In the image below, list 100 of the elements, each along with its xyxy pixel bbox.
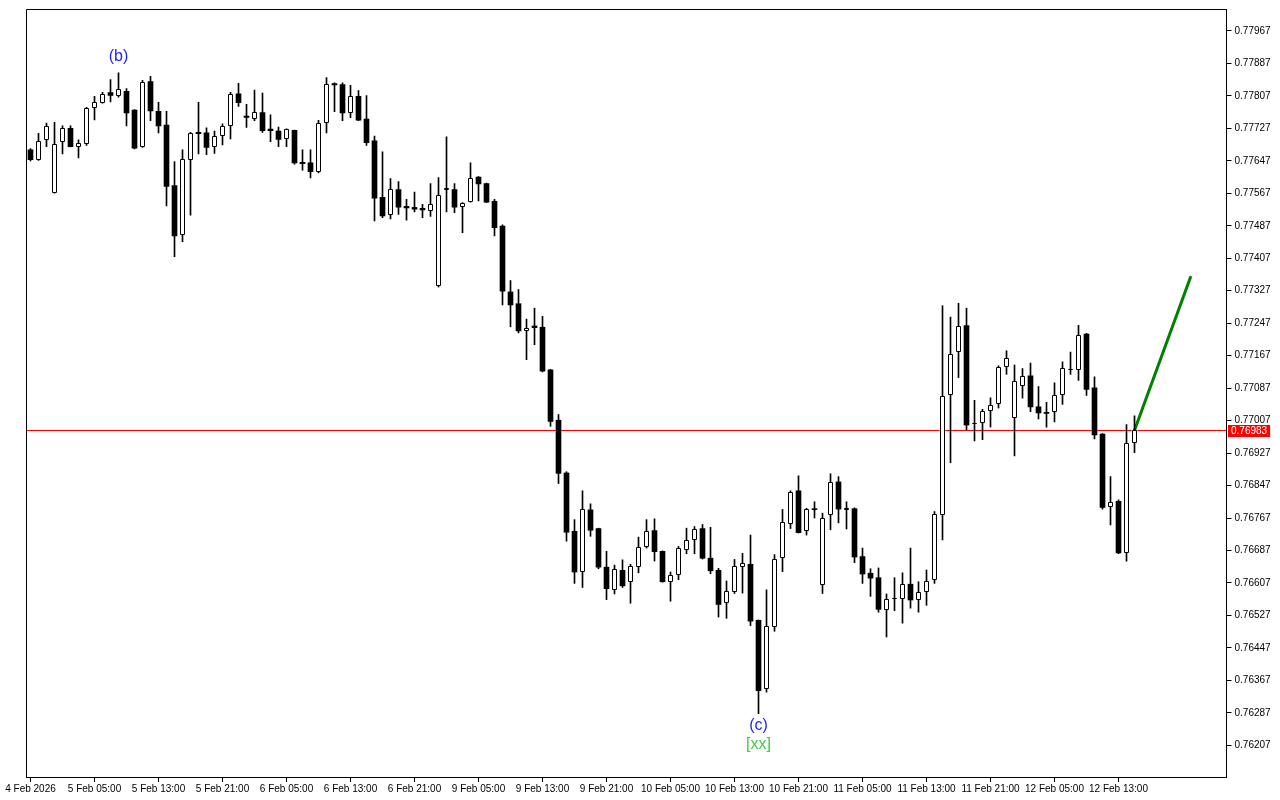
candlestick (1020, 368, 1025, 399)
y-tick-label: 0.76687 (1234, 544, 1272, 556)
y-tick-label: 0.76847 (1234, 479, 1272, 491)
y-tick-label: 0.76607 (1234, 576, 1272, 588)
x-tick-label: 6 Feb 21:00 (387, 782, 442, 794)
candlestick (788, 490, 793, 529)
candlestick (740, 553, 745, 594)
annotation: (b) (108, 47, 129, 65)
candlestick (644, 519, 649, 549)
candlestick (684, 527, 689, 555)
candlestick (884, 593, 889, 638)
candlestick (724, 580, 729, 619)
candlestick (932, 511, 937, 584)
candlestick (76, 139, 81, 159)
candlestick (100, 91, 105, 104)
candlestick (140, 80, 145, 148)
candlestick (1004, 350, 1009, 375)
y-tick-label: 0.76367 (1234, 674, 1272, 686)
y-tick-label: 0.77087 (1234, 381, 1272, 393)
y-tick-label: 0.77167 (1234, 349, 1272, 361)
candlestick (468, 162, 473, 203)
x-tick-label: 6 Feb 13:00 (323, 782, 378, 794)
candlestick (780, 509, 785, 572)
candlestick (60, 125, 65, 155)
candlestick (820, 512, 825, 594)
candlestick (84, 106, 89, 146)
candlestick (324, 77, 329, 134)
candlestick (732, 559, 737, 594)
y-tick-label: 0.77887 (1234, 57, 1272, 69)
candlestick (636, 536, 641, 574)
candlestick (939, 305, 946, 541)
candlestick (764, 589, 769, 693)
x-tick-label: 5 Feb 05:00 (67, 782, 122, 794)
candlestick (956, 302, 961, 378)
candlestick (1076, 324, 1081, 381)
candlestick (772, 554, 777, 632)
candlestick (988, 397, 993, 428)
x-tick-label: 6 Feb 05:00 (259, 782, 314, 794)
x-tick-label: 12 Feb 05:00 (1025, 782, 1085, 794)
x-tick-label: 11 Feb 21:00 (961, 782, 1021, 794)
x-tick-label: 9 Feb 13:00 (515, 782, 570, 794)
candlestick (828, 473, 833, 531)
candlestick (316, 119, 321, 174)
candlestick (228, 91, 233, 140)
candlestick (348, 84, 353, 119)
candlestick (1131, 415, 1138, 453)
candlestick (36, 132, 41, 161)
y-tick-label: 0.76287 (1234, 706, 1272, 718)
annotation: (c) (749, 716, 768, 734)
x-tick-label: 11 Feb 05:00 (833, 782, 893, 794)
x-tick-label: 5 Feb 13:00 (131, 782, 186, 794)
x-tick-label: 9 Feb 21:00 (579, 782, 634, 794)
y-tick-label: 0.77007 (1234, 414, 1272, 426)
candlestick (44, 122, 49, 147)
candlestick (188, 132, 193, 216)
candlestick (220, 123, 225, 146)
x-tick-label: 12 Feb 13:00 (1089, 782, 1149, 794)
candlestick (924, 569, 929, 606)
candlestick (948, 316, 953, 464)
candlestick (804, 507, 809, 536)
candlestick (284, 128, 289, 147)
x-tick-label: 9 Feb 05:00 (451, 782, 506, 794)
candlestick (428, 183, 433, 217)
candlestick (524, 318, 529, 361)
y-tick-label: 0.77407 (1234, 251, 1272, 263)
y-tick-label: 0.76767 (1234, 511, 1272, 523)
candlestick (996, 365, 1001, 409)
candlestick (436, 177, 441, 288)
y-tick-label: 0.77247 (1234, 316, 1272, 328)
y-tick-label: 0.76527 (1234, 609, 1272, 621)
y-tick-label: 0.76927 (1234, 446, 1272, 458)
y-tick-label: 0.77647 (1234, 154, 1272, 166)
y-tick-label: 0.77727 (1234, 122, 1272, 134)
y-tick-label: 0.76447 (1234, 641, 1272, 653)
candlestick (1124, 424, 1129, 562)
ref-line-label: 0.76983 (1231, 424, 1268, 436)
y-tick-label: 0.76207 (1234, 739, 1272, 751)
candlestick (580, 490, 585, 588)
y-tick-label: 0.77967 (1234, 24, 1272, 36)
candlestick (1108, 476, 1113, 526)
x-tick-label: 10 Feb 13:00 (705, 782, 765, 794)
x-tick-label: 10 Feb 21:00 (769, 782, 829, 794)
candlestick (1060, 361, 1065, 405)
candlestick (1012, 364, 1017, 457)
candlestick (1052, 382, 1057, 423)
x-tick-label: 5 Feb 21:00 (195, 782, 250, 794)
candlestick (692, 526, 697, 555)
candlestick (92, 95, 97, 121)
annotation: [xx] (746, 735, 771, 753)
candlestick (52, 121, 57, 194)
candlestick (612, 564, 617, 595)
y-tick-label: 0.77327 (1234, 284, 1272, 296)
candlestick (980, 408, 985, 441)
candlestick (252, 89, 257, 121)
x-tick-label: 10 Feb 05:00 (641, 782, 701, 794)
y-tick-label: 0.77807 (1234, 89, 1272, 101)
y-tick-label: 0.77567 (1234, 187, 1272, 199)
candlestick (180, 149, 185, 242)
x-tick-label: 4 Feb 2026 (5, 782, 57, 794)
x-tick-label: 11 Feb 13:00 (897, 782, 957, 794)
